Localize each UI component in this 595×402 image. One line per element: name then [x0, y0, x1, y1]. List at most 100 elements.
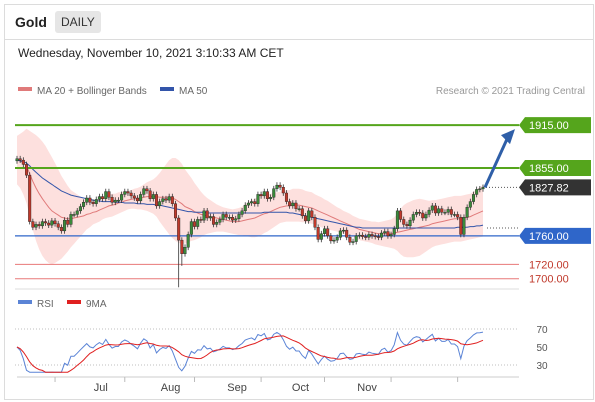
candle-body	[383, 231, 387, 234]
candle-body	[433, 205, 437, 214]
candle-body	[316, 227, 320, 240]
candle-body	[31, 221, 35, 228]
candle-body	[28, 174, 32, 222]
candle-body	[462, 217, 466, 235]
ma50-line	[16, 159, 484, 229]
candle-body	[272, 188, 276, 198]
candle-body	[18, 158, 22, 161]
rsi-ma-legend-swatch	[67, 300, 81, 304]
rsi-ma-legend-label: 9MA	[86, 299, 107, 310]
candle-body	[53, 220, 57, 224]
candle-body	[373, 235, 377, 238]
bollinger-band	[17, 128, 483, 265]
candle-body	[186, 234, 190, 248]
support-label: 1760.00	[529, 231, 569, 243]
time-tick-label: Sep	[227, 382, 247, 394]
candle-body	[281, 187, 285, 194]
candle-body	[221, 214, 225, 220]
candle-body	[107, 191, 111, 198]
candle-body	[424, 214, 428, 219]
time-tick-label: Aug	[161, 382, 181, 394]
candle-body	[471, 194, 475, 202]
candle-body	[265, 191, 269, 199]
candle-body	[224, 214, 228, 218]
candle-body	[167, 196, 171, 201]
candle-body	[234, 218, 238, 221]
candle-body	[243, 204, 247, 212]
candle-body	[250, 201, 254, 204]
candle-body	[427, 209, 431, 215]
candle-body	[72, 214, 76, 216]
candle-body	[91, 202, 95, 204]
candle-body	[21, 159, 25, 165]
candle-body	[402, 219, 406, 225]
rsi-ma-line	[16, 335, 484, 373]
candle-body	[183, 247, 187, 254]
candle-body	[475, 189, 479, 195]
candle-body	[196, 219, 200, 227]
timeframe-tab[interactable]: DAILY	[55, 11, 101, 33]
candle-body	[399, 210, 403, 220]
candle-body	[322, 228, 326, 234]
candle-body	[116, 199, 120, 202]
candle-body	[193, 221, 197, 227]
candle-body	[66, 219, 70, 225]
candle-body	[361, 234, 365, 237]
ma50-legend-label: MA 50	[179, 86, 208, 97]
candle-body	[284, 192, 288, 202]
candle-body	[405, 224, 409, 227]
credit-label: Research © 2021 Trading Central	[436, 86, 585, 97]
candle-body	[151, 194, 155, 199]
projection-arrow-head	[501, 129, 515, 145]
candle-body	[278, 184, 282, 188]
resistance-tag	[519, 160, 591, 176]
candle-body	[351, 241, 355, 243]
resistance-tag	[519, 117, 591, 134]
moving-averages	[16, 159, 484, 235]
candle-body	[310, 210, 314, 218]
candle-body	[180, 239, 184, 254]
candle-body	[40, 221, 44, 227]
candle-body	[94, 199, 98, 204]
timestamp: Wednesday, November 10, 2021 3:10:33 AM …	[18, 46, 284, 60]
candle-body	[47, 222, 51, 226]
resistance-label: 1915.00	[529, 120, 569, 132]
ma20-legend-label: MA 20 + Bollinger Bands	[37, 86, 147, 97]
projection-arrow-shaft	[483, 138, 509, 189]
candle-body	[430, 205, 434, 211]
candle-body	[418, 212, 422, 214]
candle-body	[174, 203, 178, 219]
candle-body	[446, 209, 450, 213]
time-axis-ticks: Jul Aug Sep Oct Nov	[54, 377, 459, 394]
candles	[15, 155, 485, 288]
candle-body	[205, 210, 209, 219]
candle-body	[468, 201, 472, 208]
candle-body	[354, 235, 358, 242]
candle-body	[170, 196, 174, 204]
candle-body	[253, 201, 257, 204]
candle-body	[300, 208, 304, 217]
candle-body	[332, 239, 336, 242]
candle-body	[329, 235, 333, 242]
candle-body	[75, 210, 79, 215]
candle-body	[126, 191, 130, 194]
candle-body	[15, 158, 19, 162]
candle-body	[212, 216, 216, 225]
candle-body	[227, 217, 231, 219]
candle-body	[135, 197, 139, 202]
candle-body	[177, 217, 181, 241]
candle-body	[189, 221, 193, 235]
candle-body	[326, 228, 330, 237]
candle-body	[34, 224, 38, 228]
rsi-tick-label: 30	[536, 361, 548, 372]
candle-body	[389, 234, 393, 237]
candle-body	[345, 229, 349, 238]
candle-body	[139, 194, 143, 202]
rsi-tick-label: 50	[536, 343, 548, 354]
candle-body	[37, 224, 41, 227]
target-label: 1720.00	[529, 259, 569, 271]
candle-body	[319, 233, 323, 240]
candle-body	[218, 219, 222, 223]
candle-body	[256, 194, 260, 204]
candle-body	[411, 214, 415, 221]
